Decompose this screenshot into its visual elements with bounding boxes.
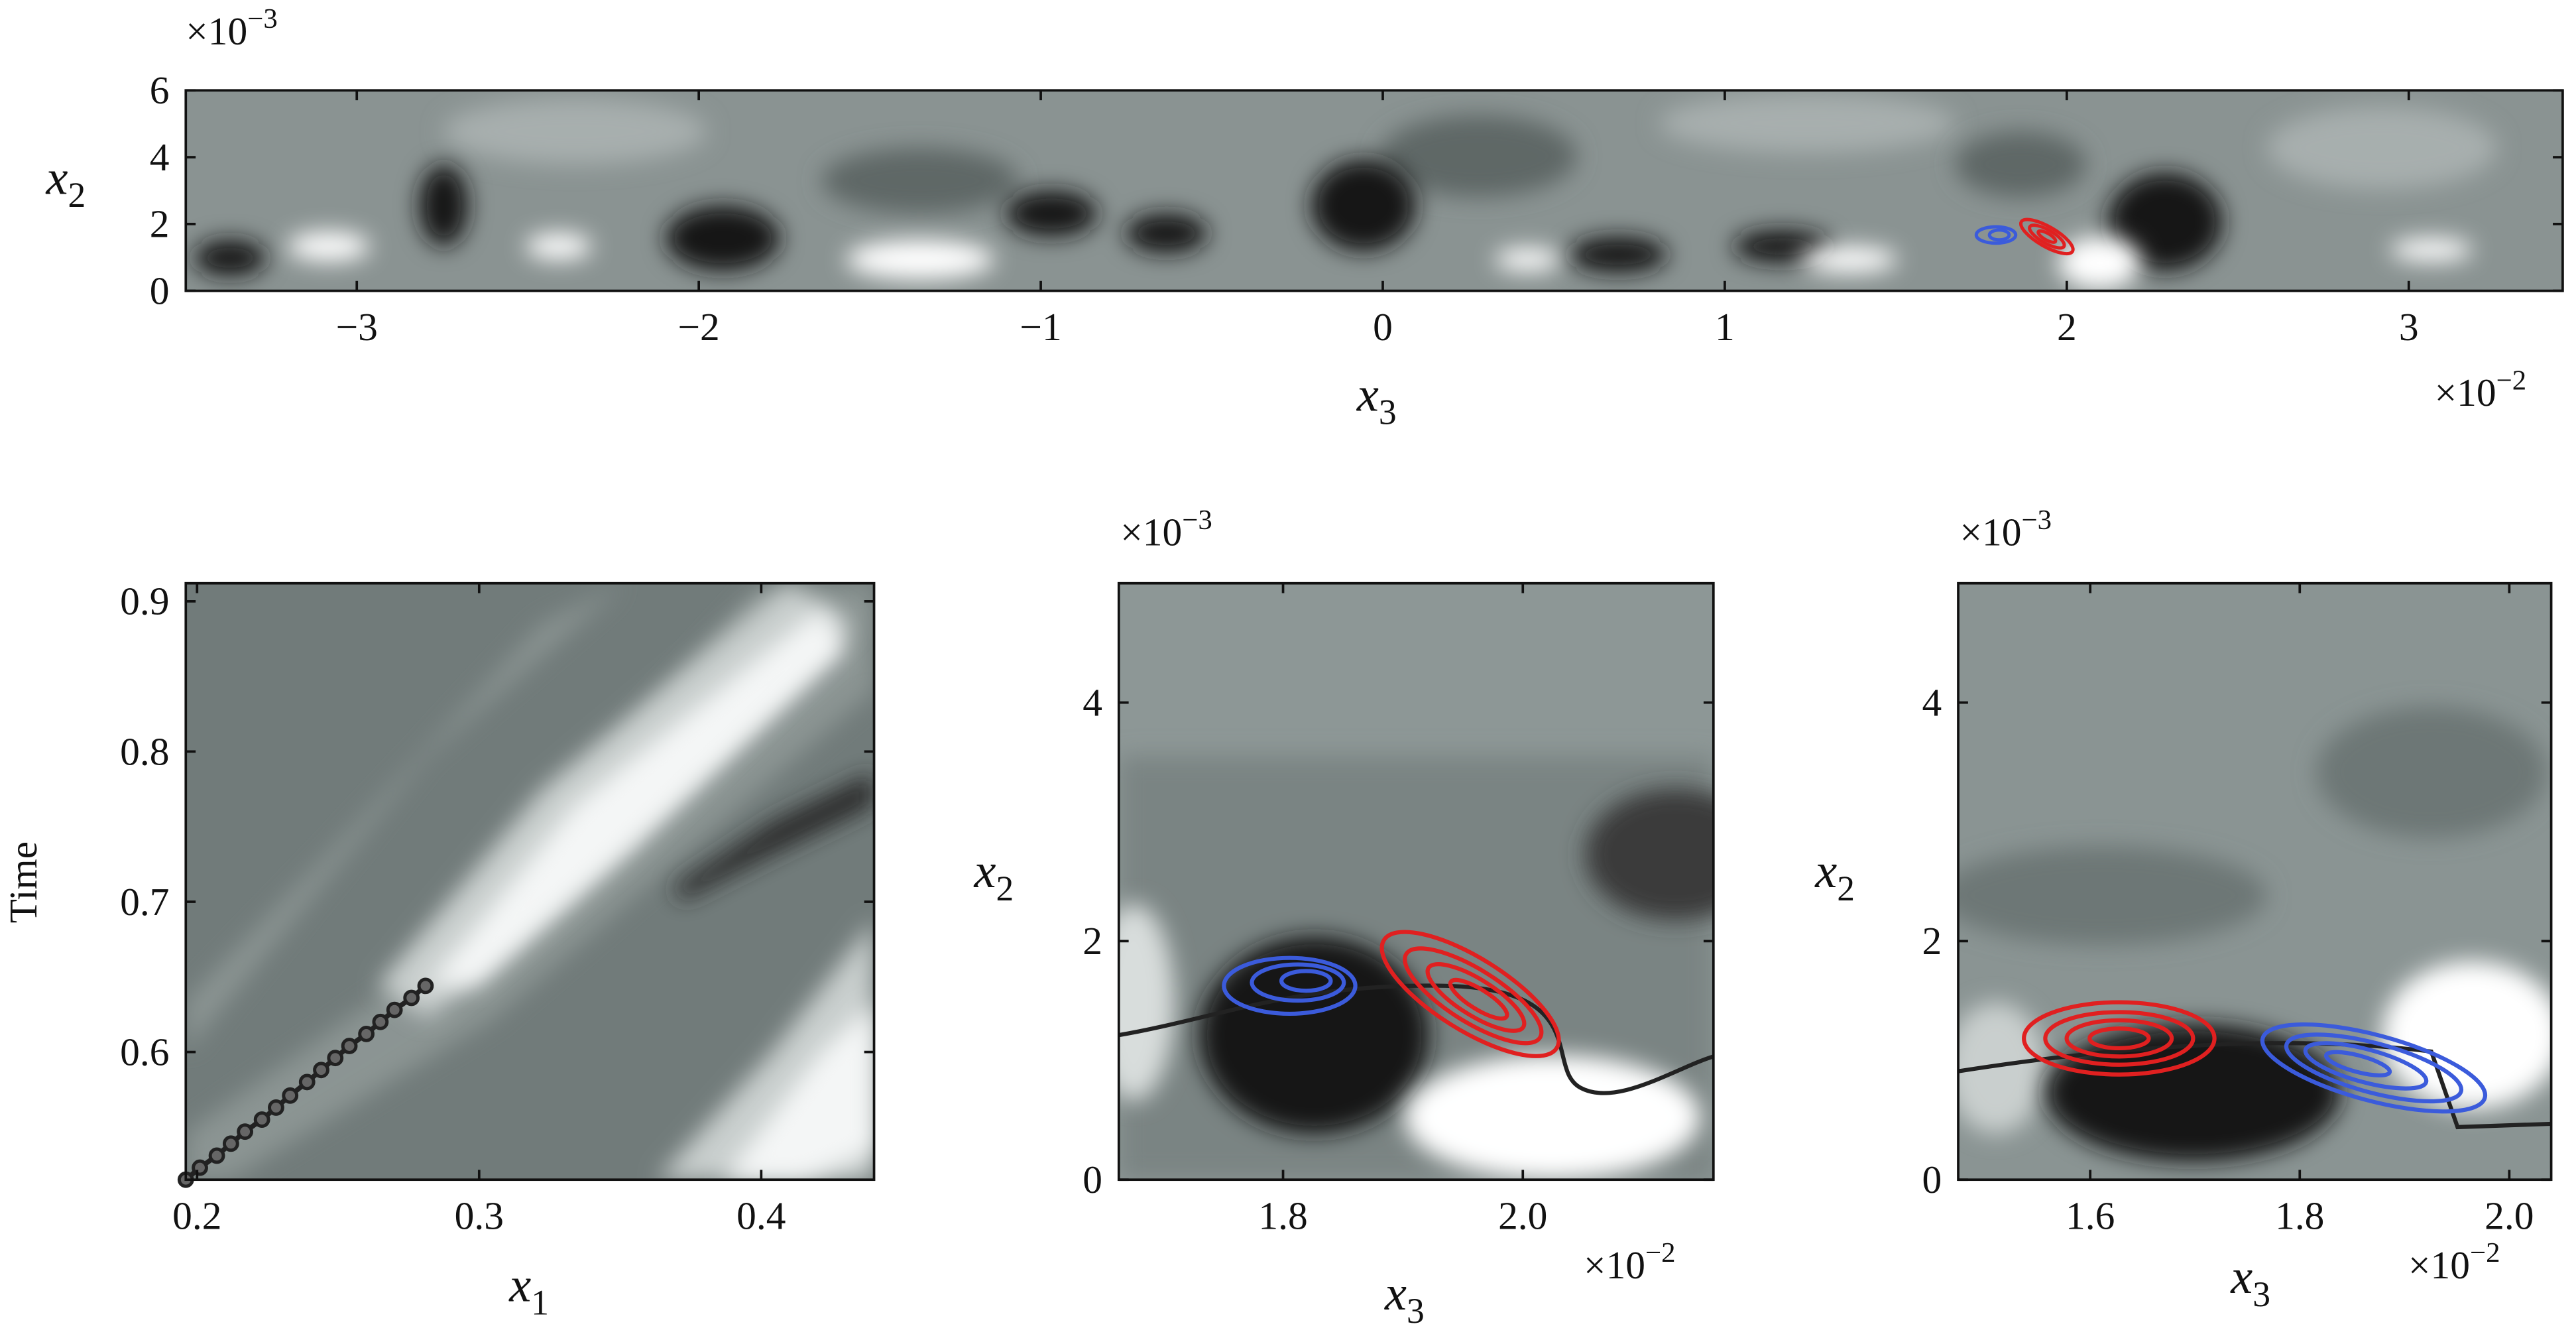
y-tick-label: 2	[150, 202, 170, 246]
y-tick-label: 6	[150, 68, 170, 112]
x-multiplier: ×10−2	[2408, 1237, 2500, 1287]
track-point	[313, 1062, 329, 1079]
track-point	[372, 1013, 389, 1030]
y-tick-label: 0.8	[120, 729, 169, 773]
x-tick-label: 0.2	[172, 1194, 221, 1238]
x-tick-label: 1.8	[2275, 1194, 2324, 1238]
y-tick-label: 0	[1922, 1158, 1942, 1201]
x-tick-label: 2.0	[2485, 1194, 2534, 1238]
y-multiplier-base: ×10	[186, 9, 247, 53]
track-point	[268, 1099, 284, 1116]
y-multiplier: ×10−3	[1960, 505, 2052, 554]
y-tick-label: 2	[1922, 919, 1942, 963]
y-multiplier-exponent: −3	[2022, 505, 2052, 536]
x-multiplier-base: ×10	[2408, 1243, 2470, 1287]
x-tick-label: 0.4	[736, 1194, 786, 1238]
y-axis-label-base: x	[45, 151, 68, 205]
y-axis-label-subscript: 2	[68, 175, 86, 215]
x-axis-label-base: x	[1356, 367, 1379, 422]
x-multiplier: ×10−2	[1584, 1237, 1676, 1287]
x-multiplier-base: ×10	[2435, 371, 2496, 414]
track-point	[341, 1038, 358, 1054]
x-tick-label: 0	[1373, 305, 1393, 349]
x-tick-label: 1	[1715, 305, 1735, 349]
y-tick-label: 4	[150, 135, 170, 179]
x-axis-label-subscript: 3	[2253, 1274, 2270, 1314]
track-point	[417, 977, 434, 995]
track-point	[386, 1001, 403, 1018]
x-multiplier-exponent: −2	[2470, 1237, 2500, 1268]
x-tick-label: 3	[2399, 305, 2419, 349]
y-axis-label-base: x	[1814, 844, 1837, 898]
y-tick-label: 4	[1083, 680, 1102, 724]
y-multiplier: ×10−3	[186, 3, 278, 53]
y-multiplier-base: ×10	[1960, 511, 2022, 554]
plot-frame	[1117, 581, 1715, 1182]
y-axis-label: x2	[45, 151, 86, 215]
track-point	[253, 1111, 270, 1128]
x-axis-label-base: x	[2230, 1250, 2253, 1304]
x-axis-label: x1	[508, 1258, 549, 1323]
y-multiplier-exponent: −3	[1182, 505, 1212, 536]
x-tick-label: −2	[678, 305, 720, 349]
track-point	[237, 1123, 254, 1140]
track-point	[327, 1050, 344, 1067]
x-axis-label-subscript: 1	[531, 1282, 549, 1322]
y-tick-label: 0.6	[120, 1030, 169, 1073]
track-point	[222, 1135, 239, 1152]
x-axis-label-base: x	[1384, 1266, 1407, 1321]
track-point	[403, 989, 420, 1007]
y-tick-label: 0	[150, 269, 170, 312]
x-axis-label-subscript: 3	[1407, 1291, 1425, 1331]
track-point	[208, 1147, 225, 1164]
field-mid	[1118, 583, 1714, 1180]
x-tick-label: 1.8	[1258, 1194, 1307, 1238]
x-axis-label-subscript: 3	[1379, 392, 1397, 432]
field-time	[186, 583, 874, 1180]
x-multiplier-base: ×10	[1584, 1243, 1645, 1287]
y-axis-label-subscript: 2	[1837, 869, 1855, 908]
y-multiplier: ×10−3	[1120, 505, 1212, 554]
y-multiplier-base: ×10	[1120, 511, 1182, 554]
y-tick-label: 0.7	[120, 880, 169, 924]
x-multiplier-exponent: −2	[2496, 365, 2527, 396]
y-axis-label-subscript: 2	[996, 869, 1014, 908]
track-point	[192, 1159, 208, 1176]
track-point	[282, 1087, 299, 1104]
x-axis-label: x3	[1356, 367, 1397, 432]
x-tick-label: 2.0	[1498, 1194, 1547, 1238]
track-point	[358, 1026, 375, 1042]
plot-frame	[184, 89, 2564, 292]
x-multiplier-exponent: −2	[1645, 1237, 1676, 1268]
y-tick-label: 0.9	[120, 580, 169, 623]
y-multiplier-exponent: −3	[247, 3, 278, 34]
y-axis-label: x2	[974, 844, 1014, 908]
y-axis-label-base: x	[974, 844, 996, 898]
x-tick-label: 1.6	[2066, 1194, 2115, 1238]
x-axis-label: x3	[2230, 1250, 2270, 1314]
field-right	[1958, 583, 2551, 1180]
y-axis-label: Time	[1, 841, 45, 923]
plot-frame	[184, 581, 876, 1182]
y-tick-label: 4	[1922, 680, 1942, 724]
y-tick-label: 2	[1083, 919, 1102, 963]
x-axis-label: x3	[1384, 1266, 1425, 1331]
x-tick-label: −3	[336, 305, 378, 349]
plot-frame	[1957, 581, 2553, 1182]
x-multiplier: ×10−2	[2435, 365, 2527, 414]
y-tick-label: 0	[1083, 1158, 1102, 1201]
x-tick-label: −1	[1020, 305, 1061, 349]
x-tick-label: 0.3	[455, 1194, 504, 1238]
field-top	[186, 90, 2563, 291]
x-axis-label-base: x	[508, 1258, 531, 1313]
track-point	[298, 1073, 316, 1091]
y-axis-label: x2	[1814, 844, 1855, 908]
x-tick-label: 2	[2057, 305, 2077, 349]
